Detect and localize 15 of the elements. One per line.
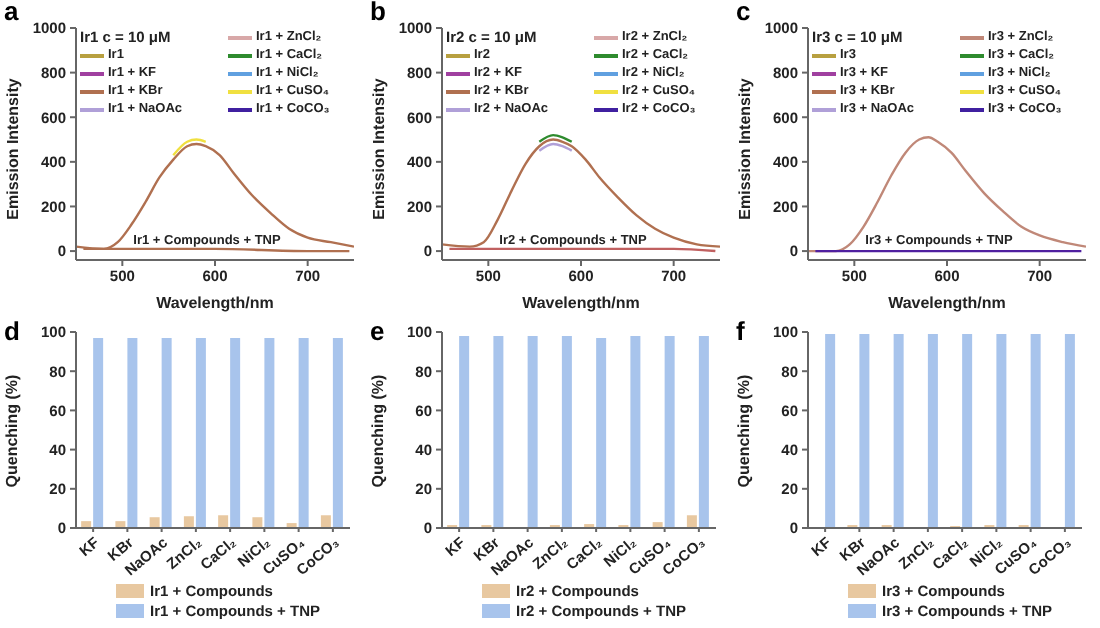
y-axis-title: Emission Intensity <box>3 77 21 219</box>
x-axis-title: Wavelength/nm <box>888 294 1006 312</box>
chart-title: a <box>4 0 19 26</box>
y-axis-title: Quenching (%) <box>369 373 388 487</box>
chart-title: d <box>4 316 20 346</box>
x-axis-title: Wavelength/nm <box>156 294 274 312</box>
y-axis-title: Quenching (%) <box>3 373 22 487</box>
chart-title: c <box>736 0 751 26</box>
x-axis-title: Wavelength/nm <box>522 294 640 312</box>
chart-title: b <box>370 0 386 26</box>
y-axis-title: Emission Intensity <box>735 77 753 219</box>
y-axis-title: Emission Intensity <box>369 77 387 219</box>
y-axis-title: Quenching (%) <box>735 373 754 487</box>
chart-title: f <box>736 316 745 346</box>
chart-title: e <box>370 316 385 346</box>
